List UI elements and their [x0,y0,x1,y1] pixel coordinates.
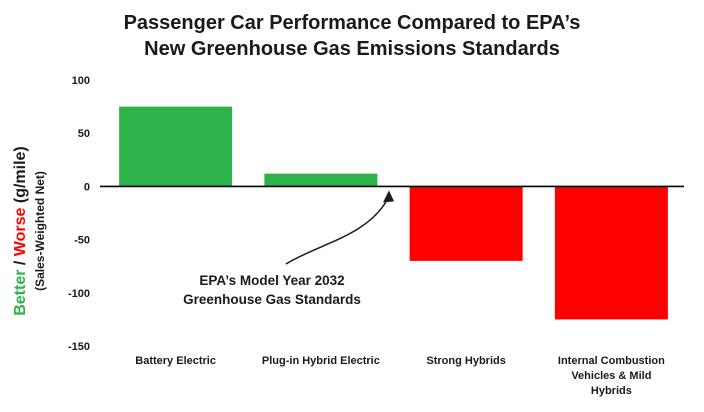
annotation-box [158,268,390,310]
y-axis-label-sub: (Sales-Weighted Net) [33,171,47,291]
bar [119,106,233,187]
x-category-label-line: Plug-in Hybrid Electric [262,355,380,367]
bar [409,186,523,261]
annotation: EPA’s Model Year 2032 Greenhouse Gas Stan… [158,190,394,310]
annotation-arrow [285,198,389,265]
annotation-arrowhead [383,190,394,203]
y-axis-label-part: Better [12,270,29,316]
bar [264,173,378,187]
annotation-text-line: EPA’s Model Year 2032 [199,273,344,288]
x-category-label-line: Internal Combustion [558,355,665,367]
chart-title-line-2: New Greenhouse Gas Emissions Standards [144,38,560,60]
y-axis-label-main: Better / Worse (g/mile) [12,146,29,316]
x-category-label-line: Battery Electric [135,355,216,367]
chart-title-line-1: Passenger Car Performance Compared to EP… [123,12,581,34]
x-category-label: Plug-in Hybrid Electric [262,355,380,367]
y-tick-label: 100 [72,75,90,87]
x-category-label-line: Hybrids [591,385,632,397]
y-tick-label: 50 [78,128,90,140]
x-category-label: Internal Combustion Vehicles & Mild Hybrid… [558,355,665,397]
y-axis-label-part: Worse [12,207,29,256]
x-category-label: Strong Hybrids [426,355,505,367]
y-axis-label-part: (g/mile) [12,146,29,207]
x-category-label-line: Strong Hybrids [426,355,505,367]
bars [119,106,668,320]
y-axis-ticks: -150 -100 -50 0 50 100 [68,75,90,353]
y-tick-label: -100 [68,288,90,300]
chart-title: Passenger Car Performance Compared to EP… [0,10,704,62]
y-tick-label: 0 [84,181,90,193]
y-axis-label: Better / Worse (g/mile) (Sales-Weighted N… [12,146,47,316]
y-axis-label-part: / [12,256,29,269]
x-category-label: Battery Electric [135,355,216,367]
annotation-text-line: Greenhouse Gas Standards [183,292,361,307]
bar [554,186,668,320]
category-labels: Battery Electric Plug-in Hybrid Electric S… [135,355,665,397]
y-tick-label: -150 [68,341,90,353]
x-category-label-line: Vehicles & Mild [571,370,651,382]
y-tick-label: -50 [74,235,90,247]
